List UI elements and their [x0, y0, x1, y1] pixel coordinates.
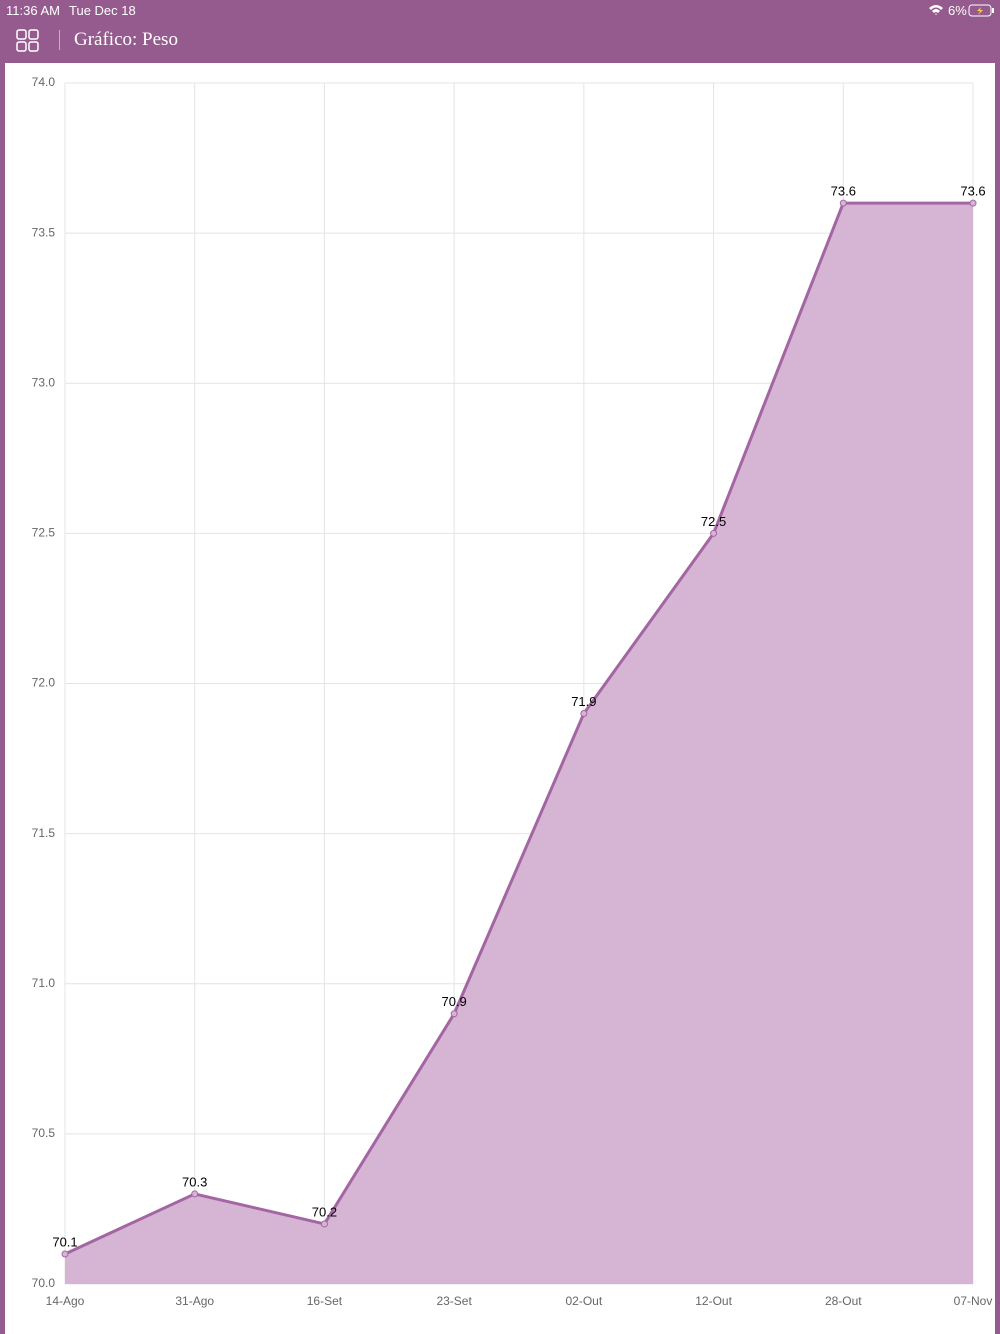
value-label: 73.6 — [831, 184, 856, 199]
battery-icon — [968, 4, 994, 17]
x-tick-label: 02-Out — [566, 1294, 603, 1308]
menu-grid-icon[interactable] — [16, 29, 40, 53]
value-label: 70.3 — [182, 1174, 207, 1189]
area — [65, 203, 973, 1285]
x-tick-label: 16-Set — [307, 1294, 343, 1308]
value-label: 70.1 — [52, 1234, 77, 1249]
app-header: 11:36 AM Tue Dec 18 6% Gráfico: Peso — [0, 0, 1000, 63]
status-date: Tue Dec 18 — [69, 3, 136, 18]
y-tick-label: 73.5 — [32, 225, 56, 239]
value-label: 72.5 — [701, 514, 726, 529]
y-tick-label: 71.0 — [32, 976, 56, 990]
status-battery: 6% — [948, 3, 967, 18]
value-label: 70.9 — [441, 994, 466, 1009]
x-tick-label: 07-Nov — [954, 1294, 993, 1308]
point — [450, 1010, 458, 1018]
value-label: 71.9 — [571, 694, 596, 709]
page-title: Gráfico: Peso — [74, 29, 178, 50]
y-tick-label: 72.5 — [32, 526, 56, 540]
wifi-icon — [929, 5, 943, 15]
point — [61, 1250, 69, 1258]
x-tick-label: 14-Ago — [46, 1294, 85, 1308]
x-tick-label: 28-Out — [825, 1294, 862, 1308]
point — [969, 199, 977, 207]
y-tick-label: 74.0 — [32, 75, 56, 89]
x-tick-label: 12-Out — [695, 1294, 732, 1308]
point — [839, 199, 847, 207]
y-tick-label: 71.5 — [32, 826, 56, 840]
y-tick-label: 73.0 — [32, 375, 56, 389]
x-tick-label: 31-Ago — [175, 1294, 214, 1308]
y-tick-label: 70.0 — [32, 1276, 56, 1290]
value-label: 70.2 — [312, 1204, 337, 1219]
value-label: 73.6 — [960, 184, 985, 199]
y-tick-label: 70.5 — [32, 1126, 56, 1140]
point — [191, 1190, 199, 1198]
y-tick-label: 72.0 — [32, 676, 56, 690]
chart: 70.0 70.5 71.0 71.5 72.0 72.5 73.0 73.5 74.0 14-A… — [5, 63, 995, 1334]
point — [710, 529, 718, 537]
point — [580, 710, 588, 718]
status-time: 11:36 AM — [6, 3, 60, 18]
line — [64, 201, 973, 1256]
separator — [59, 30, 60, 50]
point — [320, 1220, 328, 1228]
x-tick-label: 23-Set — [436, 1294, 472, 1308]
